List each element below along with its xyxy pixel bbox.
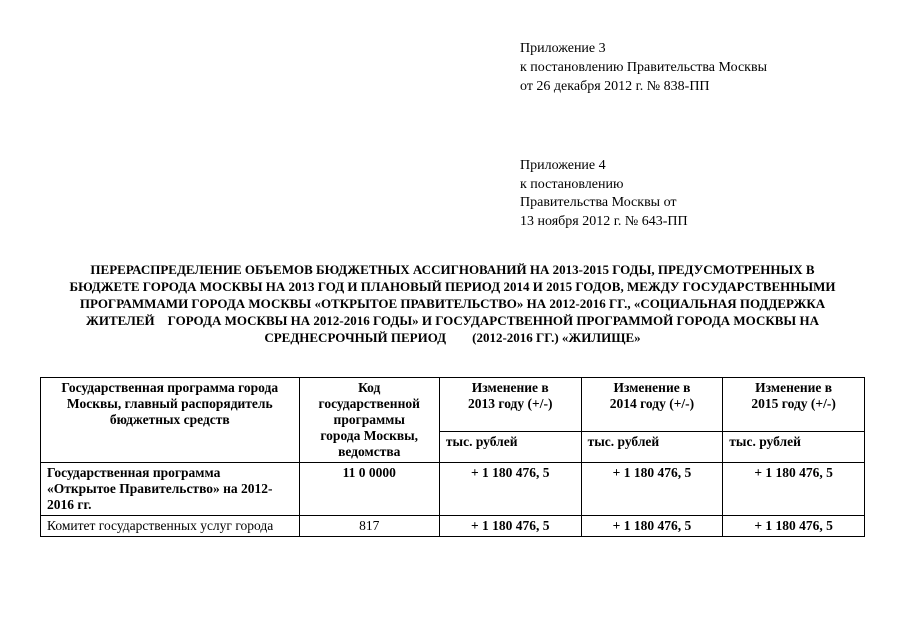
appendix-4-line2: к постановлению [520, 176, 865, 195]
appendix-4-block: Приложение 4 к постановлению Правительст… [520, 157, 865, 233]
th-2013: Изменение в 2013 году (+/-) [439, 377, 581, 431]
cell-2014: + 1 180 476, 5 [581, 515, 723, 536]
document-title: ПЕРЕРАСПРЕДЕЛЕНИЕ ОБЪЕМОВ БЮДЖЕТНЫХ АССИ… [50, 262, 855, 346]
th-2015: Изменение в 2015 году (+/-) [723, 377, 865, 431]
cell-code: 11 0 0000 [299, 462, 439, 515]
cell-code: 817 [299, 515, 439, 536]
title-line-5: СРЕДНЕСРОЧНЫЙ ПЕРИОД (2012-2016 ГГ.) «ЖИ… [50, 330, 855, 347]
cell-2015: + 1 180 476, 5 [723, 515, 865, 536]
cell-2013: + 1 180 476, 5 [439, 462, 581, 515]
allocations-table: Государственная программа города Москвы,… [40, 377, 865, 537]
table-row: Государственная программа «Открытое Прав… [41, 462, 865, 515]
th-unit-2014: тыс. рублей [581, 431, 723, 462]
th-2014: Изменение в 2014 году (+/-) [581, 377, 723, 431]
title-line-3: ПРОГРАММАМИ ГОРОДА МОСКВЫ «ОТКРЫТОЕ ПРАВ… [50, 296, 855, 313]
th-program: Государственная программа города Москвы,… [41, 377, 300, 462]
table-row: Комитет государственных услуг города 817… [41, 515, 865, 536]
appendix-4-line1: Приложение 4 [520, 157, 865, 176]
appendix-4-line3: Правительства Москвы от [520, 194, 865, 213]
cell-program-name: Государственная программа «Открытое Прав… [41, 462, 300, 515]
cell-program-name: Комитет государственных услуг города [41, 515, 300, 536]
th-unit-2013: тыс. рублей [439, 431, 581, 462]
cell-2013: + 1 180 476, 5 [439, 515, 581, 536]
appendix-3-block: Приложение 3 к постановлению Правительст… [520, 40, 865, 97]
cell-2014: + 1 180 476, 5 [581, 462, 723, 515]
table-header-row-1: Государственная программа города Москвы,… [41, 377, 865, 431]
th-code: Код государственной программы города Мос… [299, 377, 439, 462]
th-unit-2015: тыс. рублей [723, 431, 865, 462]
appendix-3-line1: Приложение 3 [520, 40, 865, 59]
appendix-3-line2: к постановлению Правительства Москвы [520, 59, 865, 78]
title-line-1: ПЕРЕРАСПРЕДЕЛЕНИЕ ОБЪЕМОВ БЮДЖЕТНЫХ АССИ… [50, 262, 855, 279]
cell-2015: + 1 180 476, 5 [723, 462, 865, 515]
appendix-4-line4: 13 ноября 2012 г. № 643-ПП [520, 213, 865, 232]
appendix-3-line3: от 26 декабря 2012 г. № 838-ПП [520, 78, 865, 97]
title-line-2: БЮДЖЕТЕ ГОРОДА МОСКВЫ НА 2013 ГОД И ПЛАН… [50, 279, 855, 296]
title-line-4: ЖИТЕЛЕЙ ГОРОДА МОСКВЫ НА 2012-2016 ГОДЫ»… [50, 313, 855, 330]
